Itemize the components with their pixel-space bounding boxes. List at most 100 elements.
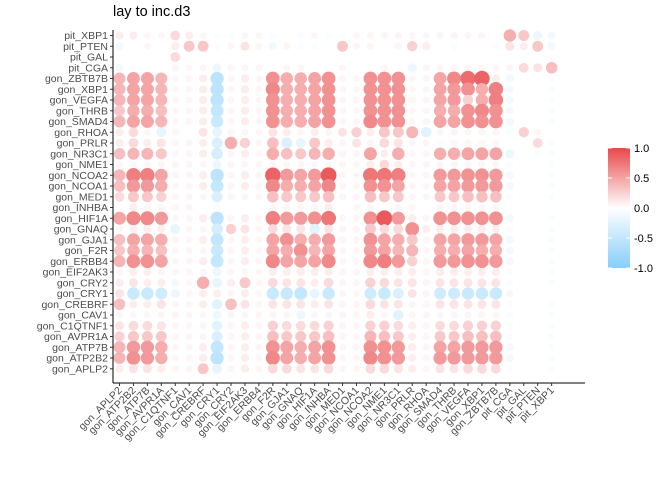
cell-circle (422, 214, 430, 222)
cell-circle (489, 287, 503, 300)
cell-circle (365, 277, 376, 288)
cell-circle (227, 128, 235, 136)
cell-circle (450, 31, 458, 40)
cell-circle (521, 54, 526, 60)
cell-circle (462, 330, 474, 343)
cell-circle (491, 267, 500, 277)
cell-circle (114, 105, 125, 117)
cell-circle (171, 160, 179, 169)
cell-circle (255, 214, 263, 222)
cell-circle (310, 300, 319, 309)
cell-circle (270, 65, 276, 70)
cell-circle (382, 205, 387, 210)
cell-circle (422, 42, 431, 51)
cell-circle (155, 148, 167, 160)
cell-circle (422, 171, 430, 179)
cell-circle (535, 162, 540, 167)
cell-circle (437, 54, 443, 60)
cell-circle (521, 345, 526, 350)
cell-circle (474, 70, 490, 87)
cell-circle (521, 108, 526, 113)
cell-circle (321, 233, 336, 247)
cell-circle (240, 224, 250, 234)
colorbar-tick-label: -0.5 (634, 233, 653, 245)
cell-circle (126, 168, 141, 183)
cell-circle (281, 331, 293, 342)
cell-circle (113, 115, 126, 128)
cell-circle (548, 85, 556, 93)
cell-circle (549, 54, 554, 60)
cell-circle (296, 278, 306, 288)
cell-circle (450, 64, 458, 72)
cell-circle (379, 159, 390, 170)
cell-circle (143, 42, 151, 50)
cell-circle (475, 254, 489, 269)
cell-circle (240, 321, 250, 330)
cell-circle (265, 114, 280, 129)
cell-circle (407, 288, 417, 299)
cell-circle (352, 225, 361, 233)
cell-circle (408, 214, 417, 223)
cell-circle (227, 289, 235, 298)
cell-circle (408, 96, 416, 104)
cell-circle (477, 224, 487, 234)
cell-circle (408, 139, 416, 147)
cell-circle (450, 42, 458, 50)
cell-circle (449, 364, 459, 374)
cell-circle (408, 300, 416, 308)
cell-circle (535, 183, 540, 189)
cell-circle (227, 311, 235, 319)
cell-circle (408, 353, 417, 363)
cell-circle (475, 114, 489, 129)
cell-circle (294, 287, 308, 300)
cell-circle (535, 302, 540, 307)
cell-circle (239, 137, 251, 149)
cell-circle (548, 193, 556, 201)
cell-circle (436, 31, 444, 40)
cell-circle (408, 171, 416, 179)
cell-circle (267, 191, 279, 203)
cell-circle (489, 233, 503, 247)
cell-circle (422, 117, 430, 126)
cell-circle (185, 107, 193, 115)
cell-circle (465, 44, 471, 49)
cell-circle (433, 115, 447, 128)
y-tick-label: gon_ZBTB7B (45, 73, 108, 85)
cell-circle (199, 106, 208, 115)
cell-circle (155, 115, 168, 128)
cell-circle (311, 203, 319, 212)
cell-circle (422, 332, 430, 341)
cell-circle (505, 41, 515, 51)
cell-circle (535, 280, 540, 285)
cell-circle (326, 54, 331, 60)
cell-circle (255, 257, 263, 265)
cell-circle (463, 299, 473, 309)
cell-circle (171, 117, 179, 126)
cell-circle (407, 41, 418, 52)
y-tick-label: pit_XBP1 (64, 30, 108, 42)
cell-circle (241, 311, 249, 319)
cell-circle (129, 300, 138, 309)
cell-circle (171, 203, 179, 212)
cell-circle (324, 203, 333, 212)
cell-circle (126, 254, 141, 269)
cell-circle (392, 331, 404, 342)
cell-circle (506, 128, 514, 136)
cell-circle (115, 364, 124, 373)
cell-circle (295, 138, 306, 148)
cell-circle (324, 267, 333, 277)
cell-circle (378, 191, 390, 203)
cell-circle (140, 233, 154, 247)
cell-circle (436, 128, 444, 136)
cell-circle (364, 287, 377, 300)
y-tick-label: gon_CRY1 (57, 288, 108, 300)
cell-circle (408, 74, 416, 83)
cell-circle (227, 365, 235, 373)
cell-circle (128, 138, 139, 148)
cell-circle (280, 83, 293, 96)
cell-circle (392, 191, 404, 203)
cell-circle (448, 331, 460, 342)
cell-circle (461, 168, 475, 183)
cell-circle (325, 311, 333, 319)
cell-circle (392, 147, 405, 160)
